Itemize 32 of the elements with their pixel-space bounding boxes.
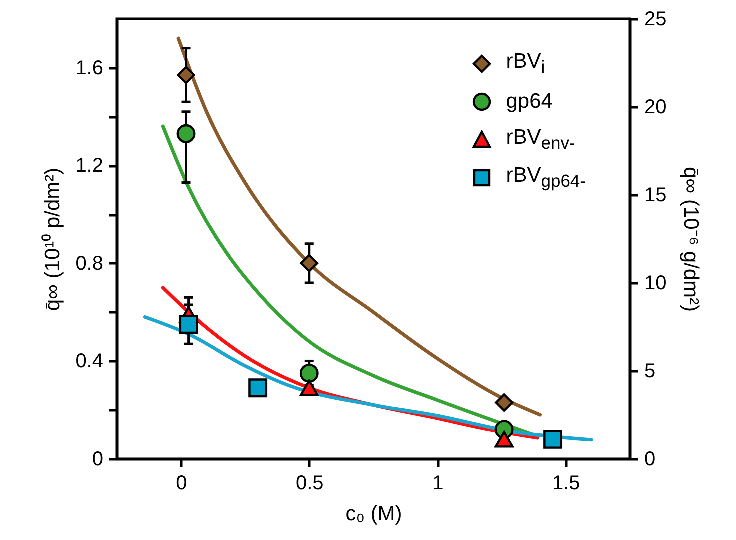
x-tick-label: 0 (176, 472, 188, 494)
y2-axis-title: q̄∞ (10⁻⁶ g/dm²) (680, 167, 703, 312)
y2-tick-label: 10 (644, 272, 667, 294)
point (300, 364, 319, 383)
y-tick-label: 0.4 (76, 350, 104, 373)
y-axis-title: q̄∞ (10¹⁰ p/dm²) (42, 168, 65, 312)
y-tick-label: 1.2 (76, 155, 104, 178)
legend-label: gp64 (506, 90, 553, 114)
point (300, 380, 319, 396)
point (248, 378, 268, 398)
y2-tick-label: 25 (644, 8, 667, 30)
y2-tick-label: 20 (644, 96, 667, 118)
x-tick-label: 1 (432, 472, 444, 494)
y2-tick-label: 0 (644, 448, 656, 470)
point (177, 66, 196, 84)
legend-label: rBV$_{gp64-}$ (506, 164, 586, 192)
point (300, 254, 319, 273)
y-tick-label: 0.8 (76, 252, 104, 275)
point (494, 431, 514, 448)
point (176, 124, 196, 144)
x-tick-label: 0.5 (296, 472, 324, 494)
point (179, 315, 198, 334)
y2-tick-label: 5 (644, 360, 656, 382)
y2-tick-label: 15 (644, 184, 667, 206)
y-tick-label: 1.6 (76, 57, 104, 80)
legend-label: rBV$_{i}$ (506, 50, 546, 78)
y-tick-label: 0 (92, 448, 104, 470)
legend-label: rBV$_{env-}$ (506, 126, 576, 154)
x-tick-label: 1.5 (552, 472, 580, 494)
x-axis-title: c₀ (M) (346, 502, 402, 526)
point (495, 394, 514, 412)
point (544, 430, 563, 449)
